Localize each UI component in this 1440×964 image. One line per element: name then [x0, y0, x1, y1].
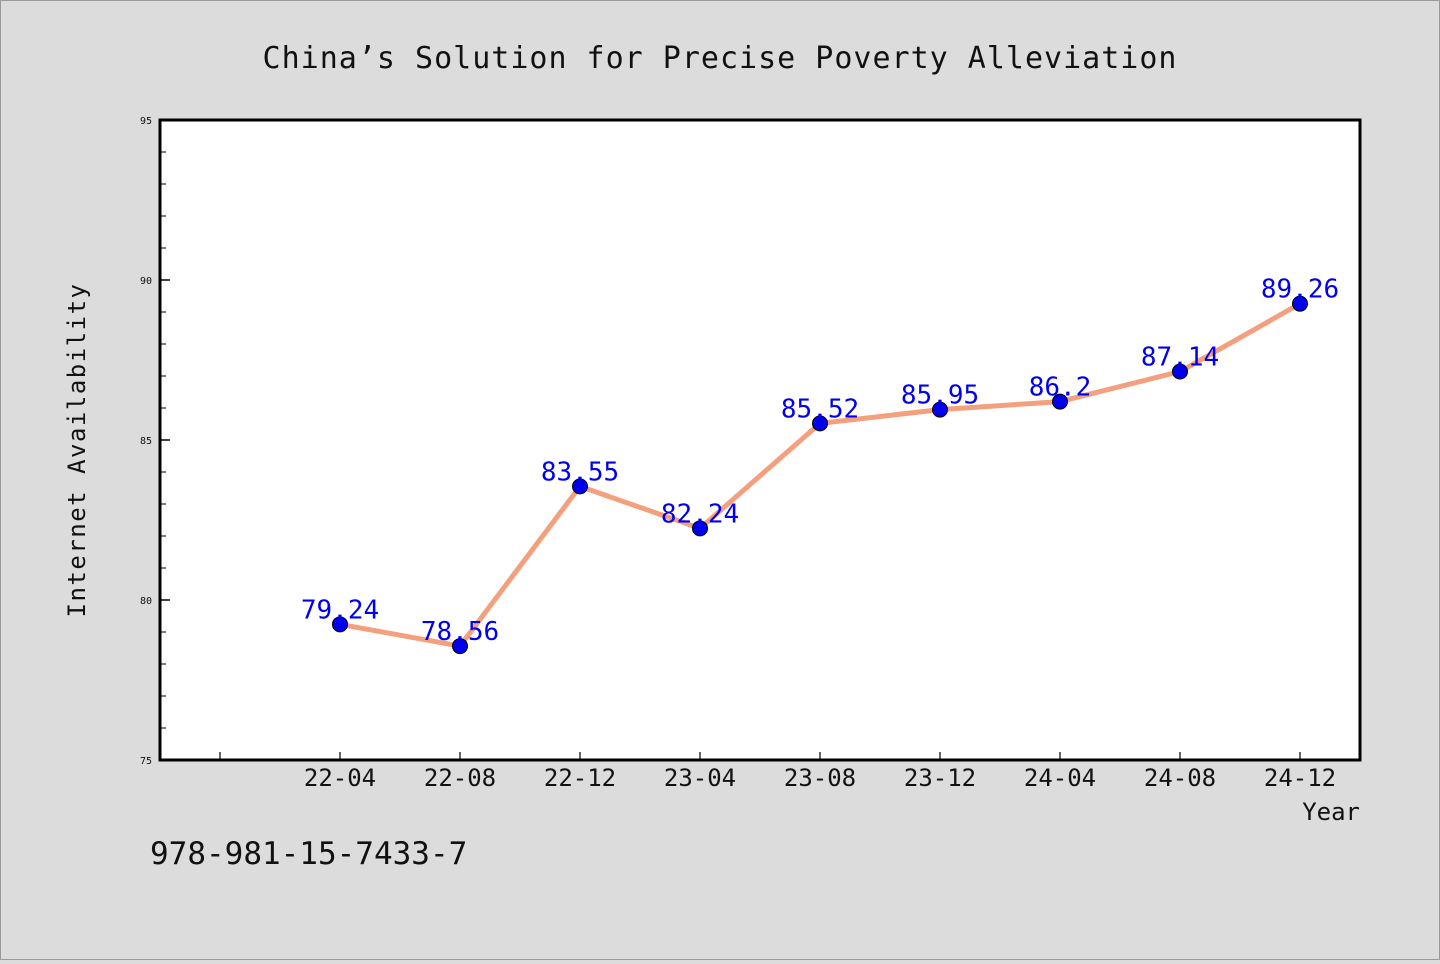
data-label: 82.24	[661, 499, 739, 529]
y-axis: 75 80 85 90 95	[140, 116, 170, 767]
data-point	[1052, 393, 1068, 410]
x-tick-label: 24-08	[1144, 764, 1216, 792]
series-markers	[332, 295, 1308, 655]
data-label: 87.14	[1141, 343, 1219, 373]
plot-area	[158, 118, 1362, 762]
data-label: 79.24	[301, 595, 379, 625]
data-label: 85.52	[781, 394, 859, 424]
x-tick-label: 24-12	[1264, 764, 1336, 792]
x-tick-label: 22-08	[424, 764, 496, 792]
data-label: 89.26	[1261, 275, 1339, 305]
y-tick-label: 80	[140, 596, 152, 607]
data-point	[692, 520, 708, 537]
data-labels: 79.24 78.56 83.55 82.24 85.52 85.95 86.2 87.14 8…	[301, 275, 1339, 647]
x-tick-label: 23-12	[904, 764, 976, 792]
data-point	[1292, 295, 1308, 312]
x-tick-label: 23-08	[784, 764, 856, 792]
chart-title: China’s Solution for Precise Poverty All…	[263, 41, 1178, 76]
y-tick-label: 90	[140, 276, 152, 287]
data-label: 83.55	[541, 457, 619, 487]
isbn-text: 978-981-15-7433-7	[150, 836, 467, 872]
x-tick-label: 22-12	[544, 764, 616, 792]
x-tick-label: 23-04	[664, 764, 736, 792]
y-axis-label: Internet Availability	[63, 283, 91, 618]
x-tick-label: 22-04	[304, 764, 376, 792]
y-tick-label: 95	[140, 116, 152, 127]
data-point	[1172, 363, 1188, 380]
data-point	[332, 616, 348, 633]
x-tick-label: 24-04	[1024, 764, 1096, 792]
data-label: 85.95	[901, 381, 979, 411]
data-label: 78.56	[421, 617, 499, 647]
data-point	[812, 415, 828, 432]
data-point	[932, 401, 948, 418]
data-label: 86.2	[1029, 373, 1092, 403]
y-tick-label: 85	[140, 436, 152, 447]
y-tick-label: 75	[140, 756, 152, 767]
x-axis: 22-04 22-08 22-12 23-04 23-08 23-12 24-04 24-08…	[219, 752, 1336, 792]
data-point	[452, 638, 468, 655]
x-axis-label: Year	[1302, 798, 1360, 826]
data-point	[572, 478, 588, 495]
